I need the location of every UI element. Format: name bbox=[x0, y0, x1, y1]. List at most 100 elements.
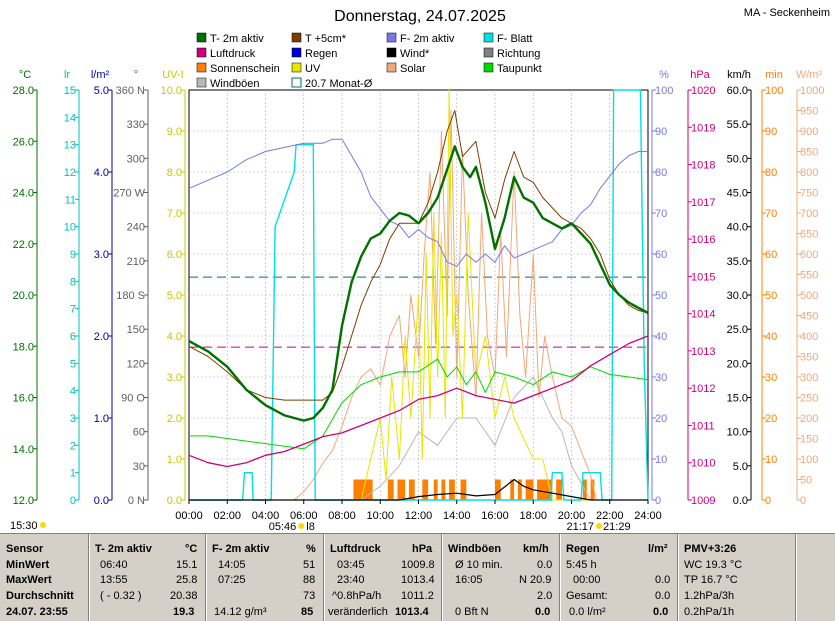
stats-row2-rain-value: 0.0 bbox=[655, 574, 671, 586]
tick-label-dir: 300 bbox=[127, 153, 145, 165]
tick-label-solar: 400 bbox=[800, 331, 818, 343]
stats-row2-gust-value: N 20.9 bbox=[519, 574, 552, 586]
stats-row3-label: Durchschnitt bbox=[6, 590, 74, 602]
tick-label-uv: 6.0 bbox=[167, 249, 182, 261]
tick-label-wind: 60.0 bbox=[727, 85, 748, 97]
axis-unit-rain: l/m² bbox=[91, 69, 110, 81]
sunshine-bar bbox=[441, 479, 446, 500]
stats-row3-temp-value: 20.38 bbox=[170, 590, 198, 602]
tick-label-dir: 60 bbox=[133, 427, 145, 439]
stats-row4-gust-value: 0.0 bbox=[535, 606, 551, 618]
legend-label: F- 2m aktiv bbox=[400, 33, 455, 45]
tick-label-press: 1012 bbox=[691, 383, 715, 395]
tick-label-sun: 80 bbox=[765, 167, 777, 179]
x-tick-label: 08:00 bbox=[328, 510, 356, 522]
axis-unit-uv: UV-I bbox=[162, 69, 183, 81]
tick-label-rain: 4.0 bbox=[94, 167, 109, 179]
tick-label-lr: 15 bbox=[64, 85, 76, 97]
tick-label-solar: 650 bbox=[800, 229, 818, 241]
tick-label-hum: 40 bbox=[655, 331, 667, 343]
tick-label-lr: 4 bbox=[70, 386, 76, 398]
tick-label-solar: 900 bbox=[800, 126, 818, 138]
stats-row2-temp-value: 25.8 bbox=[176, 574, 198, 586]
tick-label-dir: 150 bbox=[127, 324, 145, 336]
series-line-windb-en bbox=[189, 376, 648, 501]
sunshine-bar bbox=[517, 479, 522, 500]
sunrise-extra: l8 bbox=[306, 521, 315, 533]
tick-label-wind: 5.0 bbox=[733, 461, 748, 473]
tick-label-wind: 25.0 bbox=[727, 324, 748, 336]
tick-label-dir: 90 O bbox=[121, 393, 145, 405]
x-tick-label: 16:00 bbox=[481, 510, 509, 522]
x-tick-label: 12:00 bbox=[405, 510, 433, 522]
tick-label-lr: 9 bbox=[70, 249, 76, 261]
weather-chart: Donnerstag, 24.07.2025 MA - Seckenheim T… bbox=[10, 7, 830, 533]
stats-row2-hum-value: 88 bbox=[303, 574, 316, 586]
stats-row2-temp-time: 13:55 bbox=[100, 574, 128, 586]
stats-row3-press-value: 1011.2 bbox=[401, 590, 434, 602]
x-tick-label: 10:00 bbox=[366, 510, 394, 522]
tick-label-solar: 50 bbox=[800, 475, 812, 487]
tick-label-solar: 150 bbox=[800, 434, 818, 446]
stats-header-rain-unit: l/m² bbox=[648, 543, 668, 555]
series-layer bbox=[188, 89, 649, 501]
tick-label-sun: 50 bbox=[765, 290, 777, 302]
legend-swatch bbox=[291, 32, 302, 43]
x-tick-label: 24:00 bbox=[634, 510, 662, 522]
stats-row4-pmv: 0.2hPa/1h bbox=[684, 606, 735, 618]
stats-separator bbox=[677, 534, 679, 621]
stats-row1-label: MinWert bbox=[6, 559, 50, 571]
tick-label-hum: 50 bbox=[655, 290, 667, 302]
tick-label-rain: 2.0 bbox=[94, 331, 109, 343]
series-line-wind- bbox=[189, 478, 648, 501]
legend-swatch bbox=[196, 47, 207, 58]
tick-label-hum: 60 bbox=[655, 249, 667, 261]
tick-label-hum: 100 bbox=[655, 85, 673, 97]
sunrise-icon bbox=[298, 523, 305, 529]
tick-label-rain: 0.0 bbox=[94, 495, 109, 507]
tick-label-lr: 2 bbox=[70, 440, 76, 452]
axis-unit-wind: km/h bbox=[727, 69, 751, 81]
tick-label-lr: 10 bbox=[64, 222, 76, 234]
legend-label: Taupunkt bbox=[497, 63, 542, 75]
x-tick-label: 14:00 bbox=[443, 510, 471, 522]
legend-label: 20.7 Monat-Ø bbox=[305, 78, 373, 90]
series-line-t-5cm- bbox=[188, 110, 649, 401]
tick-label-solar: 600 bbox=[800, 249, 818, 261]
chart-title: Donnerstag, 24.07.2025 bbox=[334, 8, 506, 25]
legend-swatch bbox=[291, 47, 302, 58]
series-line-solar bbox=[189, 110, 648, 501]
tick-label-press: 1020 bbox=[691, 85, 715, 97]
sunshine-bar bbox=[387, 479, 394, 500]
legend-swatch bbox=[386, 47, 397, 58]
sunset-extra: 21:29 bbox=[603, 521, 631, 533]
sunshine-bar bbox=[525, 479, 534, 500]
x-axis: 00:00 02:00 04:00 06:00 08:00 10:00 12:00 14:00… bbox=[175, 500, 662, 522]
tick-label-temp: 14.0 bbox=[13, 444, 34, 456]
stats-header-press: Luftdruck bbox=[330, 543, 381, 555]
stats-row1-press-value: 1009.8 bbox=[401, 559, 435, 571]
stats-header-pmv: PMV+3:26 bbox=[684, 543, 737, 555]
series-line-f-2m-aktiv bbox=[188, 138, 648, 267]
stats-row2-press-value: 1013.4 bbox=[401, 574, 435, 586]
tick-label-solar: 750 bbox=[800, 188, 818, 200]
legend-swatch bbox=[196, 62, 207, 73]
stats-header-rain: Regen bbox=[566, 543, 600, 555]
tick-label-uv: 10.0 bbox=[161, 85, 182, 97]
tick-label-uv: 3.0 bbox=[167, 372, 182, 384]
legend-swatch bbox=[196, 32, 207, 43]
tick-label-hum: 0 bbox=[655, 495, 661, 507]
tick-label-rain: 3.0 bbox=[94, 249, 109, 261]
tick-label-press: 1017 bbox=[691, 197, 715, 209]
tick-label-sun: 0 bbox=[765, 495, 771, 507]
stats-header-temp: T- 2m aktiv bbox=[95, 543, 152, 555]
tick-label-sun: 100 bbox=[765, 85, 783, 97]
stats-row4-press-tendency: veränderlich bbox=[328, 606, 388, 618]
legend-label: T +5cm* bbox=[305, 33, 347, 45]
sunshine-bar bbox=[433, 479, 438, 500]
tick-label-wind: 0.0 bbox=[733, 495, 748, 507]
tick-label-hum: 20 bbox=[655, 413, 667, 425]
sunshine-bar bbox=[449, 479, 455, 500]
tick-label-wind: 45.0 bbox=[727, 188, 748, 200]
legend-swatch bbox=[386, 62, 397, 73]
